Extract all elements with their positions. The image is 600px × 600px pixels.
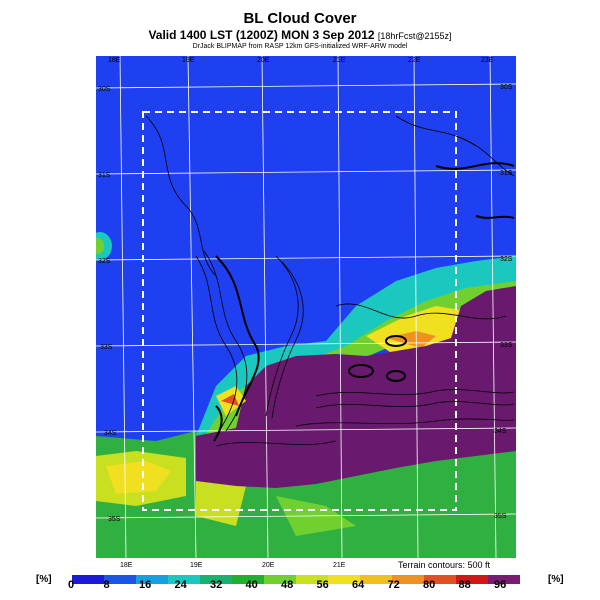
color-scale-segment: [168, 575, 201, 584]
color-scale-segment: [360, 575, 393, 584]
color-scale-tick-label: 88: [458, 579, 471, 591]
lat-label-left-35s: 35S: [108, 516, 121, 523]
lon-label-bottom-19e: 19E: [190, 562, 203, 569]
color-scale-tick-label: 32: [210, 579, 223, 591]
color-scale-tick-label: 64: [352, 579, 365, 591]
lon-label-top-21e: 21E: [333, 57, 346, 64]
color-scale-segment: [136, 575, 169, 584]
overcast-area: [196, 286, 516, 488]
lon-label-top-18e: 18E: [108, 57, 121, 64]
color-scale-segment: [296, 575, 329, 584]
color-scale-segment: [232, 575, 265, 584]
lon-label-top-22e: 22E: [408, 57, 421, 64]
graticule: [96, 56, 516, 558]
color-scale-tick-label: 24: [174, 579, 187, 591]
valid-time: Valid 1400 LST (1200Z) MON 3 Sep 2012: [148, 28, 375, 42]
color-scale-segment: [104, 575, 137, 584]
inner-domain-box: [142, 111, 457, 511]
chart-subtitle: Valid 1400 LST (1200Z) MON 3 Sep 2012 [1…: [0, 28, 600, 42]
lat-label-right-33s: 33S: [500, 342, 513, 349]
color-scale-tick-label: 0: [68, 579, 75, 591]
color-scale-tick-label: 56: [316, 579, 329, 591]
lat-label-right-32s: 32S: [500, 256, 513, 263]
lon-label-top-19e: 19E: [182, 57, 195, 64]
lon-label-bottom-21e: 21E: [333, 562, 346, 569]
color-scale-segment: [488, 575, 520, 584]
color-scale-tick-label: 16: [139, 579, 152, 591]
cloud-cover-map: [96, 56, 516, 558]
color-scale-segment: [264, 575, 297, 584]
lat-label-left-33s: 33S: [100, 344, 113, 351]
lat-label-left-30s: 30S: [98, 86, 111, 93]
lat-label-right-35s: 35S: [494, 513, 507, 520]
lon-label-top-20e: 20E: [257, 57, 270, 64]
color-scale-tick-label: 72: [387, 579, 400, 591]
color-scale-segment: [72, 575, 105, 584]
color-scale-tick-label: 80: [423, 579, 436, 591]
scale-unit-right: [%]: [548, 574, 564, 585]
color-scale-tick-label: 48: [281, 579, 294, 591]
lat-label-right-34s: 34S: [494, 428, 507, 435]
chart-title: BL Cloud Cover: [243, 10, 357, 27]
terrain-contour-note: Terrain contours: 500 ft: [398, 560, 491, 570]
color-scale-segment: [456, 575, 489, 584]
color-scale-segment: [328, 575, 361, 584]
lat-label-left-34s: 34S: [104, 430, 117, 437]
lon-label-bottom-20e: 20E: [262, 562, 275, 569]
forecast-tag: [18hrFcst@2155z]: [377, 31, 452, 41]
color-scale-tick-label: 8: [103, 579, 110, 591]
color-scale-segment: [424, 575, 457, 584]
lat-label-left-32s: 32S: [98, 258, 111, 265]
terrain-contours-bold: [213, 162, 515, 442]
color-scale-tick-label: 96: [494, 579, 507, 591]
color-scale-bar: [72, 575, 520, 584]
lon-label-top-23e: 23E: [481, 57, 494, 64]
scale-unit-left: [%]: [36, 574, 52, 585]
color-scale-segment: [200, 575, 233, 584]
model-credit: DrJack BLIPMAP from RASP 12km GFS-initia…: [192, 43, 408, 50]
color-scale-segment: [392, 575, 425, 584]
terrain-contours: [145, 115, 515, 447]
lon-label-bottom-18e: 18E: [120, 562, 133, 569]
color-scale-tick-label: 40: [245, 579, 258, 591]
lat-label-right-30s: 30S: [500, 84, 513, 91]
lat-label-right-31s: 31S: [500, 170, 513, 177]
lat-label-left-31s: 31S: [98, 172, 111, 179]
